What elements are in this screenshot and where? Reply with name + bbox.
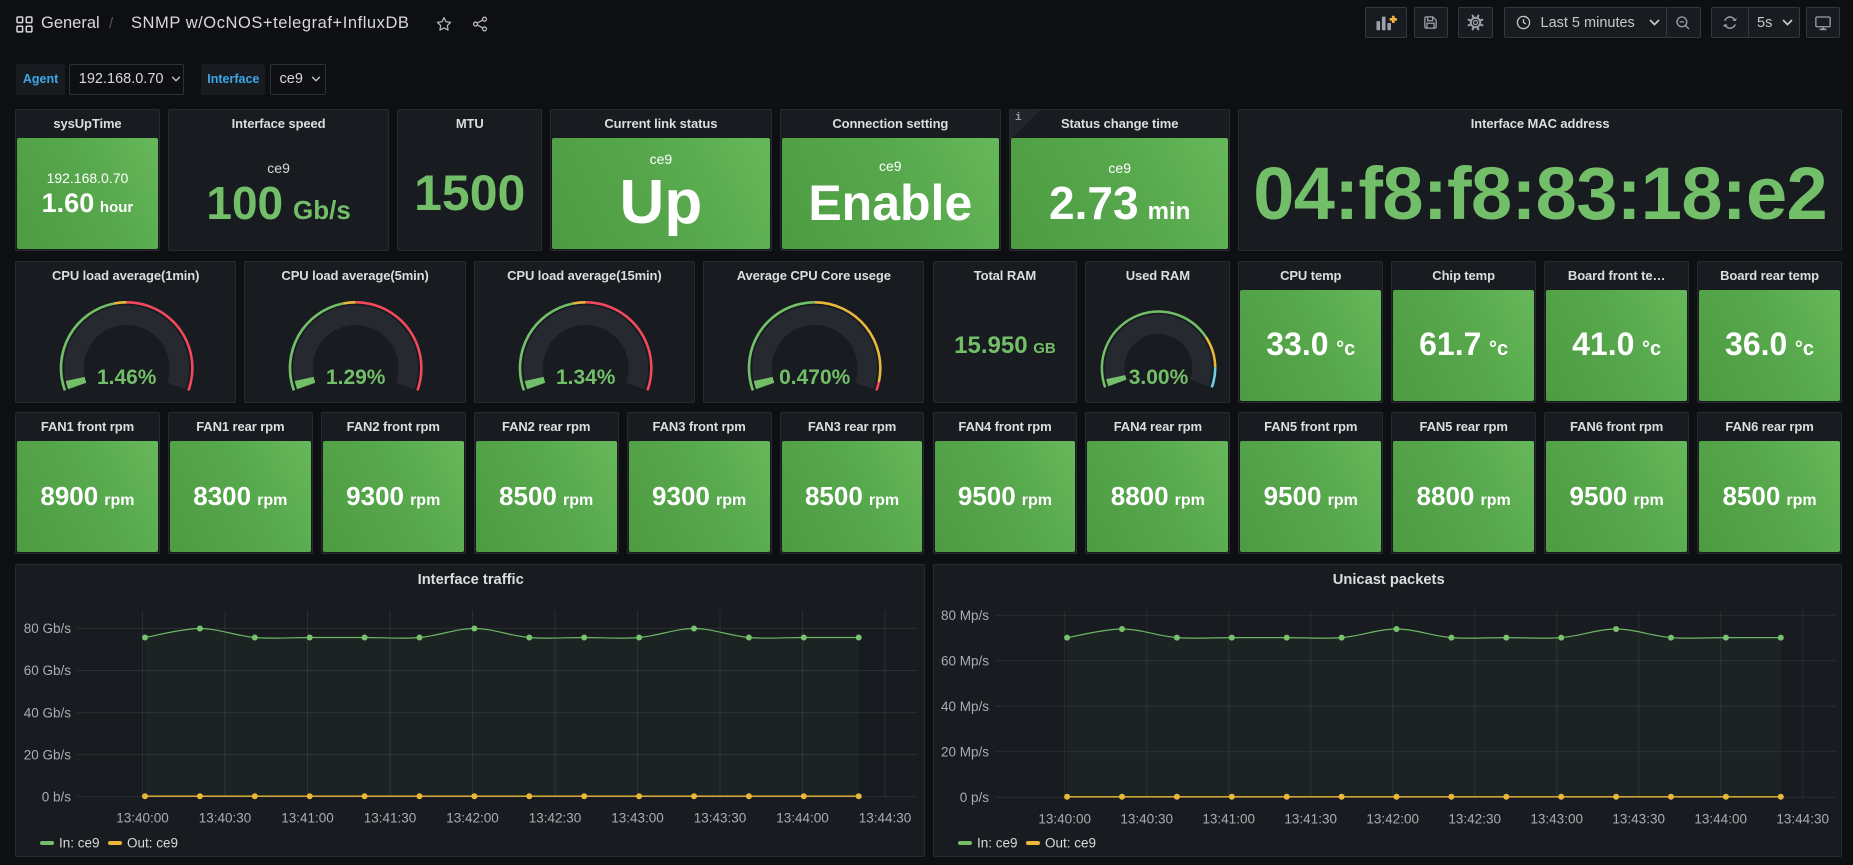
svg-text:13:42:00: 13:42:00 bbox=[446, 810, 499, 825]
svg-text:13:41:00: 13:41:00 bbox=[1202, 811, 1255, 826]
svg-text:In: ce9: In: ce9 bbox=[59, 835, 100, 850]
svg-text:Out: ce9: Out: ce9 bbox=[1045, 835, 1096, 850]
svg-text:60 Gb/s: 60 Gb/s bbox=[24, 663, 72, 678]
svg-text:13:40:00: 13:40:00 bbox=[116, 810, 169, 825]
svg-text:40 Gb/s: 40 Gb/s bbox=[24, 705, 72, 720]
svg-text:13:44:00: 13:44:00 bbox=[1694, 811, 1747, 826]
svg-text:80 Mp/s: 80 Mp/s bbox=[940, 608, 988, 623]
svg-text:13:42:00: 13:42:00 bbox=[1366, 811, 1419, 826]
svg-text:13:40:30: 13:40:30 bbox=[199, 810, 252, 825]
svg-text:40 Mp/s: 40 Mp/s bbox=[940, 699, 988, 714]
svg-text:13:42:30: 13:42:30 bbox=[529, 810, 582, 825]
svg-text:13:44:30: 13:44:30 bbox=[1776, 811, 1829, 826]
svg-text:13:44:30: 13:44:30 bbox=[859, 810, 912, 825]
svg-text:In: ce9: In: ce9 bbox=[977, 835, 1018, 850]
svg-text:Unicast packets: Unicast packets bbox=[1332, 572, 1444, 588]
svg-text:13:44:00: 13:44:00 bbox=[776, 810, 829, 825]
svg-text:1.46%: 1.46% bbox=[97, 365, 157, 388]
svg-text:20 Gb/s: 20 Gb/s bbox=[24, 747, 72, 762]
svg-text:0 p/s: 0 p/s bbox=[959, 790, 989, 805]
svg-text:13:43:00: 13:43:00 bbox=[611, 810, 664, 825]
svg-text:13:43:30: 13:43:30 bbox=[694, 810, 747, 825]
svg-text:0.470%: 0.470% bbox=[779, 365, 851, 388]
svg-text:13:43:30: 13:43:30 bbox=[1612, 811, 1665, 826]
svg-text:13:40:00: 13:40:00 bbox=[1038, 811, 1091, 826]
svg-text:13:40:30: 13:40:30 bbox=[1120, 811, 1173, 826]
svg-text:13:41:30: 13:41:30 bbox=[364, 810, 417, 825]
svg-text:13:42:30: 13:42:30 bbox=[1448, 811, 1501, 826]
svg-text:Out: ce9: Out: ce9 bbox=[127, 835, 178, 850]
svg-text:1.34%: 1.34% bbox=[556, 365, 616, 388]
svg-text:Interface traffic: Interface traffic bbox=[418, 572, 524, 588]
svg-text:80 Gb/s: 80 Gb/s bbox=[24, 621, 72, 636]
svg-text:20 Mp/s: 20 Mp/s bbox=[940, 744, 988, 759]
svg-text:60 Mp/s: 60 Mp/s bbox=[940, 653, 988, 668]
svg-text:1.29%: 1.29% bbox=[326, 365, 386, 388]
svg-text:13:41:00: 13:41:00 bbox=[281, 810, 334, 825]
svg-text:0 b/s: 0 b/s bbox=[42, 789, 72, 804]
svg-text:3.00%: 3.00% bbox=[1129, 365, 1189, 388]
svg-text:13:41:30: 13:41:30 bbox=[1284, 811, 1337, 826]
svg-text:13:43:00: 13:43:00 bbox=[1530, 811, 1583, 826]
